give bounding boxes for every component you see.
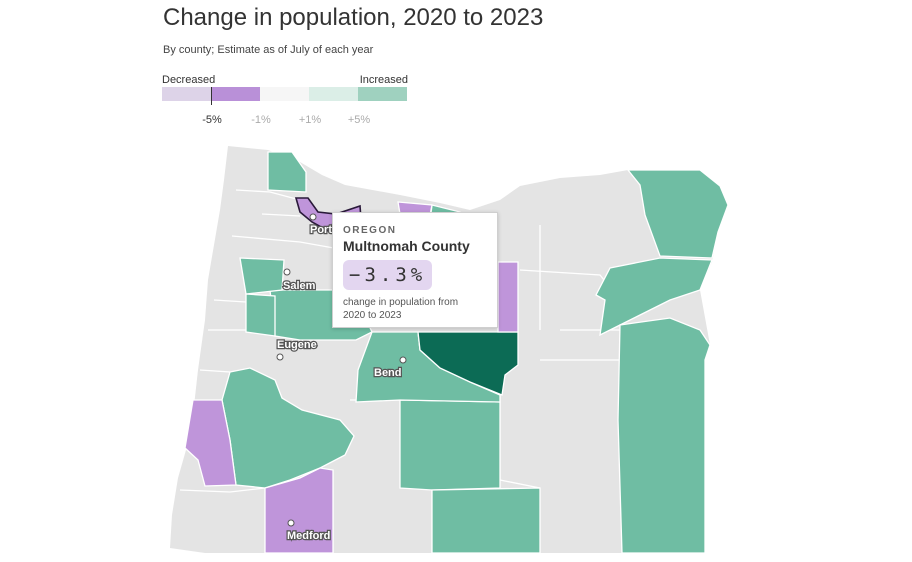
legend-swatch-neutral [260, 87, 309, 101]
city-medford: Medford [286, 519, 332, 543]
city-medford-dot [287, 519, 295, 527]
city-portland-dot [309, 213, 317, 221]
tooltip-description: change in population from 2020 to 2023 [343, 297, 459, 321]
color-legend: Decreased Increased -5% -1% +1% +5% [162, 74, 408, 132]
legend-increased-label: Increased [359, 74, 408, 86]
county-coos[interactable] [184, 399, 237, 487]
county-jackson[interactable] [264, 467, 334, 554]
city-salem-dot [283, 268, 291, 276]
city-salem-label: Salem [283, 280, 316, 292]
legend-color-bar [162, 87, 407, 101]
increased-counties[interactable] [221, 151, 729, 554]
county-tooltip: OREGON Multnomah County −3.3% change in … [332, 212, 498, 328]
county-crook[interactable] [417, 331, 519, 396]
county-lake[interactable] [431, 487, 541, 554]
county-malheur[interactable] [617, 317, 711, 554]
legend-tick-minus5: -5% [202, 114, 222, 126]
decreased-counties[interactable] [184, 201, 519, 554]
tooltip-county-name: Multnomah County [343, 238, 470, 254]
tooltip-value: −3.3% [343, 260, 433, 290]
tooltip-state: OREGON [343, 225, 397, 236]
legend-swatch-strong-increase [358, 87, 407, 101]
chart-subtitle: By county; Estimate as of July of each y… [163, 44, 374, 56]
legend-selected-marker [211, 87, 212, 105]
city-bend-dot [399, 356, 407, 364]
legend-decreased-label: Decreased [162, 74, 216, 86]
county-union[interactable] [595, 257, 713, 337]
city-medford-label: Medford [287, 530, 330, 542]
legend-tick-plus1: +1% [298, 114, 322, 126]
legend-swatch-strong-decrease [162, 87, 211, 101]
county-benton[interactable] [245, 293, 276, 337]
city-eugene-dot [276, 353, 284, 361]
city-eugene: Eugene [276, 338, 318, 361]
city-bend: Bend [373, 356, 407, 380]
county-polk[interactable] [239, 257, 285, 295]
chart-title: Change in population, 2020 to 2023 [163, 4, 544, 31]
county-harney[interactable] [399, 399, 501, 491]
county-clatsop[interactable] [267, 151, 307, 193]
legend-swatch-increase [309, 87, 358, 101]
city-bend-label: Bend [374, 367, 402, 379]
legend-swatch-decrease [211, 87, 260, 101]
legend-tick-minus1: -1% [251, 114, 271, 126]
city-salem: Salem [282, 268, 317, 293]
county-wallowa[interactable] [626, 169, 729, 259]
legend-tick-plus5: +5% [347, 114, 371, 126]
city-eugene-label: Eugene [277, 339, 317, 351]
county-wheeler[interactable] [497, 261, 519, 333]
